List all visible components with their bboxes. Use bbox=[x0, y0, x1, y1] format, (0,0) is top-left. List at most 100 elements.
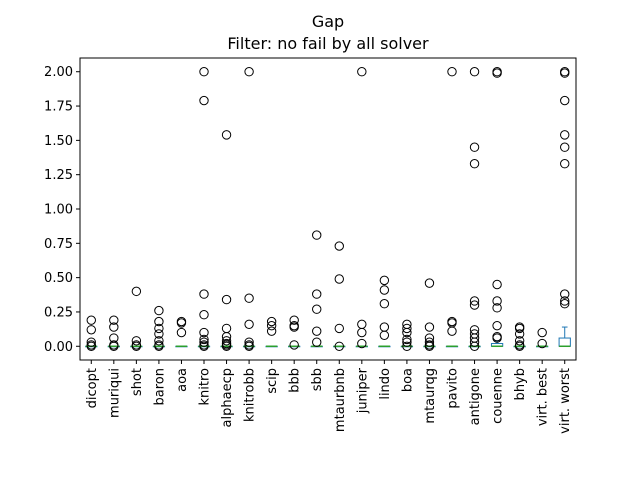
box-group-baron bbox=[152, 305, 166, 351]
outlier-point bbox=[560, 159, 570, 169]
x-tick-label: mtaurqg bbox=[423, 368, 438, 424]
outlier-point bbox=[334, 241, 344, 251]
outlier-point bbox=[514, 341, 525, 351]
outlier-point bbox=[469, 159, 480, 169]
outlier-point bbox=[537, 338, 547, 349]
box-group-pavito bbox=[445, 67, 459, 348]
outlier-point bbox=[424, 337, 435, 347]
outlier-point bbox=[492, 320, 502, 331]
chart-subtitle: Filter: no fail by all solver bbox=[227, 34, 429, 53]
outlier-point bbox=[109, 315, 119, 325]
outlier-point bbox=[312, 230, 322, 240]
outlier-point bbox=[469, 296, 480, 306]
outlier-point bbox=[176, 318, 187, 328]
outlier-point bbox=[312, 304, 322, 314]
outlier-point bbox=[266, 320, 277, 331]
box-group-knitro bbox=[197, 67, 211, 351]
outlier-point bbox=[379, 285, 390, 295]
box-group-sbb bbox=[310, 230, 323, 348]
outlier-point bbox=[131, 341, 142, 351]
y-tick-label: 1.50 bbox=[44, 134, 73, 149]
x-tick-label: pavito bbox=[446, 368, 461, 409]
outlier-point bbox=[312, 337, 322, 347]
outlier-point bbox=[199, 95, 209, 106]
x-tick-label: bhyb bbox=[513, 368, 528, 400]
outlier-point bbox=[199, 337, 209, 347]
outlier-point bbox=[86, 341, 96, 351]
outlier-point bbox=[244, 337, 254, 347]
outlier-point bbox=[221, 323, 232, 334]
outlier-point bbox=[379, 322, 390, 332]
x-tick-label: alphaecp bbox=[220, 368, 235, 427]
outlier-point bbox=[109, 341, 119, 351]
outlier-point bbox=[492, 296, 502, 306]
outlier-point bbox=[244, 341, 254, 351]
box-group-scip bbox=[265, 316, 278, 348]
outlier-point bbox=[199, 67, 209, 77]
x-tick-label: couenne bbox=[491, 368, 506, 424]
box-group-couenne bbox=[490, 67, 504, 348]
outlier-point bbox=[560, 299, 570, 309]
x-tick-label: boa bbox=[400, 368, 415, 392]
outlier-point bbox=[312, 326, 322, 336]
x-tick-label: shot bbox=[130, 368, 145, 396]
y-tick-label: 1.00 bbox=[44, 203, 73, 218]
y-tick-label: 1.75 bbox=[44, 100, 73, 115]
box-group-knitrobb bbox=[242, 67, 256, 351]
outlier-point bbox=[199, 341, 209, 351]
outlier-point bbox=[402, 327, 412, 338]
outlier-point bbox=[131, 286, 142, 297]
y-tick-label: 0.00 bbox=[44, 340, 73, 355]
outlier-point bbox=[334, 341, 344, 351]
outlier-point bbox=[357, 67, 367, 77]
outlier-point bbox=[514, 336, 525, 346]
y-axis: 0.00 0.25 0.50 0.75 1.00 1.25 1.50 1.75 2.00 bbox=[44, 65, 80, 355]
x-tick-label: scip bbox=[265, 368, 280, 394]
outlier-point bbox=[154, 305, 164, 316]
x-tick-label: aoa bbox=[175, 368, 190, 392]
outlier-point bbox=[334, 274, 344, 284]
x-tick-label: sbb bbox=[310, 368, 325, 391]
box-group-mtaurqg bbox=[423, 278, 436, 351]
outlier-point bbox=[379, 275, 390, 286]
outlier-point bbox=[266, 326, 277, 336]
outlier-point bbox=[109, 322, 119, 332]
outlier-point bbox=[154, 341, 164, 351]
outlier-point bbox=[244, 67, 254, 77]
outlier-point bbox=[131, 336, 142, 346]
outlier-point bbox=[357, 327, 367, 338]
outlier-point bbox=[289, 340, 299, 350]
x-tick-label: knitrobb bbox=[243, 368, 258, 422]
outlier-point bbox=[514, 329, 525, 339]
outlier-point bbox=[176, 327, 187, 338]
box-group-alphaecp bbox=[220, 130, 233, 351]
outlier-point bbox=[424, 322, 435, 332]
x-tick-label: knitro bbox=[198, 368, 213, 406]
box-group-mtaurbnb bbox=[333, 241, 346, 351]
outlier-point bbox=[424, 341, 435, 351]
outlier-point bbox=[379, 299, 390, 309]
outlier-point bbox=[402, 334, 412, 345]
x-tick-label: dicopt bbox=[85, 368, 100, 408]
outlier-point bbox=[402, 337, 412, 347]
outlier-point bbox=[514, 323, 525, 334]
x-tick-label: lindo bbox=[378, 368, 393, 400]
box-group-dicopt bbox=[85, 315, 98, 351]
x-tick-label: baron bbox=[152, 368, 167, 405]
outlier-point bbox=[86, 315, 96, 325]
outlier-point bbox=[86, 337, 96, 347]
outlier-point bbox=[221, 294, 232, 305]
outlier-point bbox=[199, 327, 209, 338]
y-tick-label: 1.25 bbox=[44, 168, 73, 183]
outlier-point bbox=[424, 278, 435, 288]
outlier-point bbox=[221, 130, 232, 140]
outlier-point bbox=[289, 315, 299, 325]
outlier-point bbox=[266, 316, 277, 327]
y-tick-label: 2.00 bbox=[44, 65, 73, 80]
outlier-point bbox=[492, 333, 502, 343]
plot-frame bbox=[79, 57, 577, 361]
outlier-point bbox=[469, 341, 480, 351]
box-group-juniper bbox=[355, 67, 368, 349]
outlier-point bbox=[334, 323, 344, 334]
